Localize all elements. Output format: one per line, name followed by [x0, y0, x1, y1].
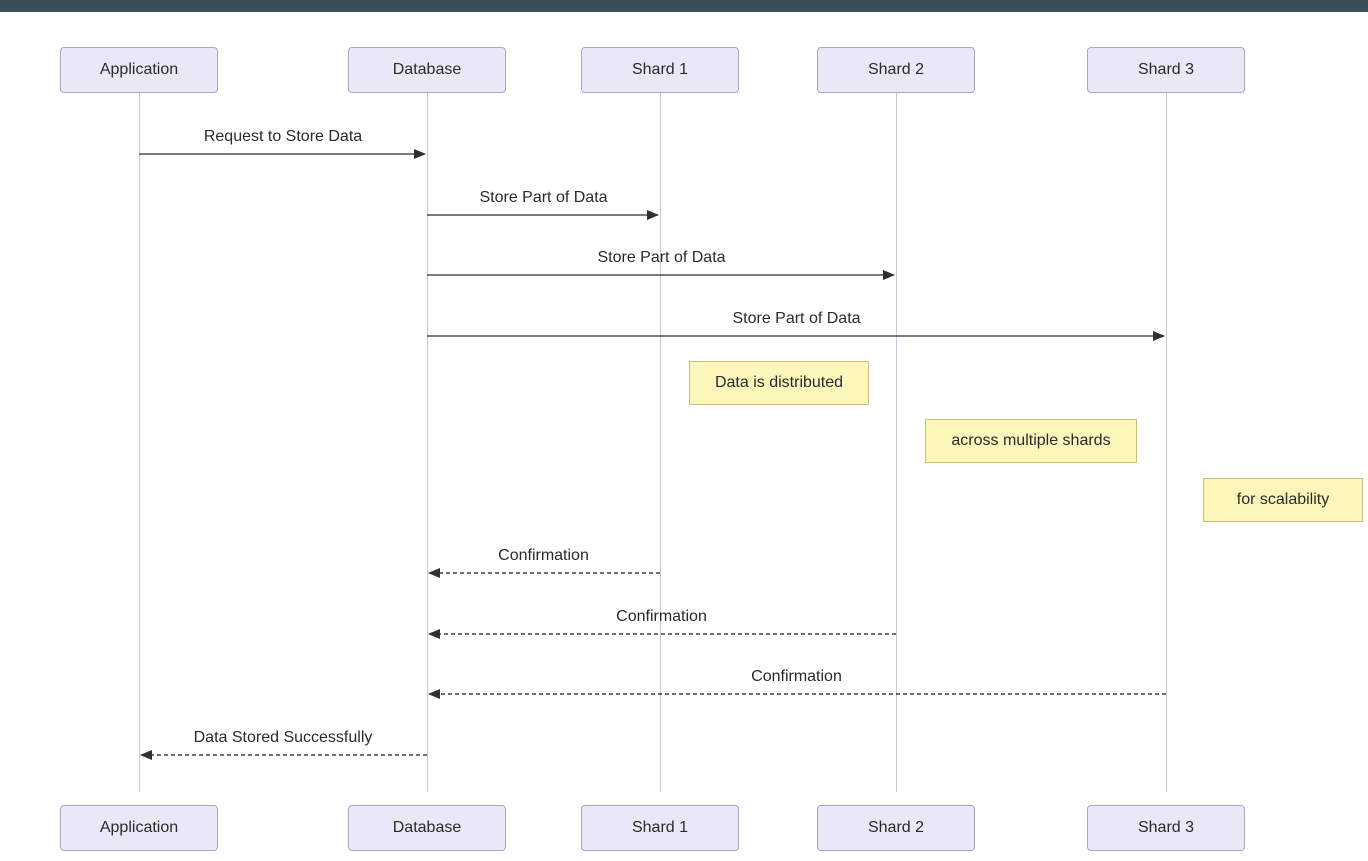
- message-label: Confirmation: [498, 547, 589, 565]
- note-text: Data is distributed: [715, 374, 843, 392]
- actor-label: Shard 2: [868, 61, 924, 79]
- sequence-diagram: Application Database Shard 1 Shard 2 Shard 3…: [0, 12, 1368, 861]
- top-bar: [0, 0, 1368, 12]
- actor-label: Shard 2: [868, 819, 924, 837]
- message-label: Store Part of Data: [597, 249, 725, 267]
- message-label: Confirmation: [751, 668, 842, 686]
- note-box: Data is distributed: [689, 361, 869, 405]
- actor-box-s2: Shard 2: [817, 47, 975, 93]
- message-label: Request to Store Data: [204, 128, 362, 146]
- actor-box-app: Application: [60, 805, 218, 851]
- lifeline-s1: [660, 93, 661, 792]
- note-text: across multiple shards: [951, 432, 1110, 450]
- actor-label: Shard 1: [632, 819, 688, 837]
- actor-box-s1: Shard 1: [581, 47, 739, 93]
- lifeline-s3: [1166, 93, 1167, 792]
- message-label: Store Part of Data: [732, 310, 860, 328]
- actor-label: Shard 3: [1138, 61, 1194, 79]
- actor-label: Application: [100, 819, 178, 837]
- actor-label: Database: [393, 819, 462, 837]
- actor-box-s3: Shard 3: [1087, 805, 1245, 851]
- actor-label: Shard 1: [632, 61, 688, 79]
- actor-label: Database: [393, 61, 462, 79]
- message-label: Data Stored Successfully: [194, 729, 373, 747]
- note-text: for scalability: [1237, 491, 1329, 509]
- note-box: across multiple shards: [925, 419, 1137, 463]
- actor-box-db: Database: [348, 47, 506, 93]
- note-box: for scalability: [1203, 478, 1363, 522]
- lifeline-s2: [896, 93, 897, 792]
- lifeline-db: [427, 93, 428, 792]
- actor-label: Application: [100, 61, 178, 79]
- actor-box-app: Application: [60, 47, 218, 93]
- lifeline-app: [139, 93, 140, 792]
- actor-label: Shard 3: [1138, 819, 1194, 837]
- actor-box-s2: Shard 2: [817, 805, 975, 851]
- actor-box-s3: Shard 3: [1087, 47, 1245, 93]
- message-label: Confirmation: [616, 608, 707, 626]
- actor-box-s1: Shard 1: [581, 805, 739, 851]
- actor-box-db: Database: [348, 805, 506, 851]
- message-label: Store Part of Data: [479, 189, 607, 207]
